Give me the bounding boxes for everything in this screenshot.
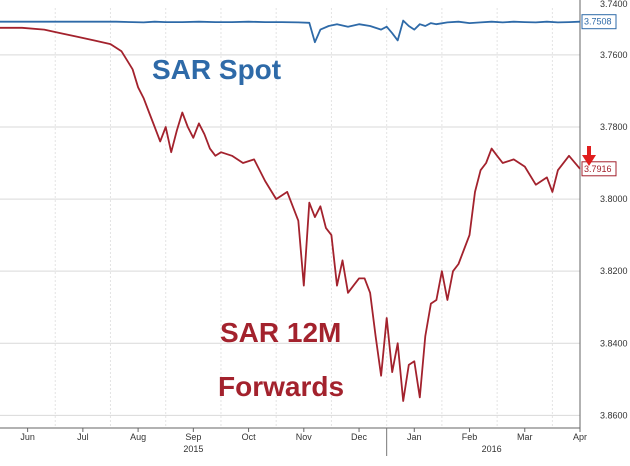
axes: 3.7600 3.7800 3.8000 3.8200 3.8400 3.8600 3.74… xyxy=(0,0,628,456)
year-label: 2016 xyxy=(482,444,502,454)
y-tick-label: 3.8000 xyxy=(600,194,628,204)
y-tick-label: 3.7600 xyxy=(600,50,628,60)
value-tag-sar-12m-forwards: 3.7916 xyxy=(581,161,617,177)
x-tick-label: Jun xyxy=(20,432,35,442)
value-tag-text: 3.7508 xyxy=(584,17,612,27)
annotation-forwards: Forwards xyxy=(218,371,344,402)
y-tick-label: 3.8200 xyxy=(600,266,628,276)
y-tick-label: 3.7800 xyxy=(600,122,628,132)
y-tick-label: 3.8600 xyxy=(600,410,628,420)
series-line-sar-spot xyxy=(0,19,581,44)
value-tag-text: 3.7916 xyxy=(584,164,612,174)
x-tick-label: Apr xyxy=(573,432,587,442)
x-tick-label: Sep xyxy=(185,432,201,442)
x-tick-label: Jan xyxy=(407,432,422,442)
series-line-sar-12m-forwards xyxy=(0,26,581,402)
x-tick-label: Mar xyxy=(517,432,533,442)
arrow-shaft xyxy=(587,146,591,156)
value-tag-box xyxy=(581,161,617,177)
x-tick-label: Jul xyxy=(77,432,89,442)
y-tick-label: 3.8400 xyxy=(600,338,628,348)
x-tick-label: Feb xyxy=(462,432,478,442)
x-tick-label: Dec xyxy=(351,432,368,442)
grid xyxy=(0,8,580,428)
series-layer xyxy=(0,19,581,402)
value-tag-box xyxy=(581,14,617,30)
arrow-head xyxy=(582,155,596,166)
annotation-sar-spot: SAR Spot xyxy=(152,54,281,85)
x-tick-label: Aug xyxy=(130,432,146,442)
year-label: 2015 xyxy=(183,444,203,454)
value-tag-sar-spot: 3.7508 xyxy=(581,14,617,30)
y-tick-label-partial: 3.7400 xyxy=(600,0,628,9)
x-tick-label: Oct xyxy=(242,432,257,442)
annotation-sar-12m: SAR 12M xyxy=(220,317,341,348)
value-tags: 3.7508 3.7916 xyxy=(581,14,617,177)
down-arrow-icon xyxy=(582,146,596,166)
x-tick-label: Nov xyxy=(296,432,313,442)
